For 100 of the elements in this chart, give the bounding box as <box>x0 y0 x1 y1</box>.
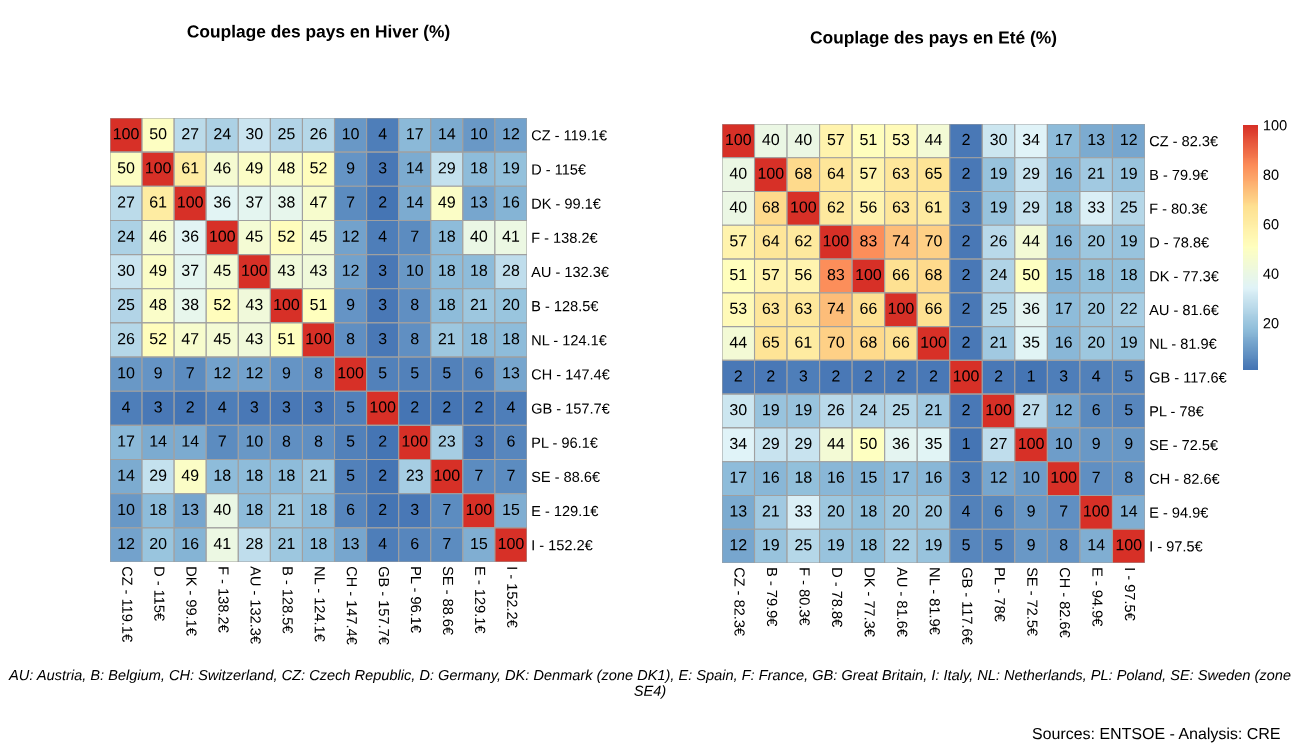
data-label: 2 <box>379 469 387 481</box>
data-label: 12 <box>990 471 1007 483</box>
x-tick-label: CH - 147.4€ <box>346 566 357 645</box>
data-label: 21 <box>925 404 942 416</box>
data-label: 15 <box>1055 269 1072 281</box>
data-label: 47 <box>181 333 199 345</box>
data-label: 27 <box>182 128 199 140</box>
color-bar-label: 100 <box>1263 120 1287 131</box>
data-label: 50 <box>117 162 135 174</box>
data-label: 18 <box>439 264 455 276</box>
data-label: 6 <box>411 537 419 550</box>
data-label: 8 <box>282 435 291 447</box>
data-label: 45 <box>245 230 263 242</box>
data-label: 18 <box>795 471 812 483</box>
y-tick-label: AU - 81.6€ <box>1149 304 1219 316</box>
data-label: 47 <box>309 196 327 208</box>
data-label: 7 <box>475 469 483 481</box>
data-label: 45 <box>309 230 327 242</box>
data-label: 16 <box>503 196 520 208</box>
data-label: 9 <box>346 162 355 174</box>
x-tick-label: PL - 96.1€ <box>410 567 422 633</box>
data-label: 70 <box>827 336 845 348</box>
data-label: 12 <box>1121 133 1137 146</box>
data-label: 2 <box>962 302 970 314</box>
data-label: 3 <box>314 401 323 413</box>
data-label: 100 <box>113 128 139 140</box>
data-label: 43 <box>245 298 263 311</box>
y-tick-label: D - 115€ <box>532 164 586 175</box>
y-tick-label: B - 79.9€ <box>1150 169 1209 181</box>
data-label: 2 <box>962 235 970 247</box>
chart-title: Couplage des pays en Eté (%) <box>810 30 1057 48</box>
data-label: 15 <box>503 503 520 516</box>
data-label: 52 <box>278 230 295 242</box>
data-label: 100 <box>274 298 300 311</box>
data-label: 18 <box>471 162 488 174</box>
chart-title: Couplage des pays en Hiver (%) <box>187 24 450 42</box>
data-label: 10 <box>471 128 488 140</box>
data-label: 100 <box>178 196 203 208</box>
data-label: 100 <box>953 370 979 382</box>
data-label: 74 <box>892 235 910 247</box>
data-label: 19 <box>1121 235 1137 247</box>
data-label: 5 <box>346 401 355 413</box>
data-label: 41 <box>502 230 520 242</box>
data-label: 68 <box>860 336 877 348</box>
y-tick-label: CH - 147.4€ <box>531 369 610 380</box>
data-label: 61 <box>150 196 167 208</box>
x-tick-label: NL - 81.9€ <box>929 568 940 635</box>
x-tick-label: D - 78.8€ <box>831 568 843 627</box>
data-label: 10 <box>118 367 135 379</box>
data-label: 19 <box>990 167 1007 179</box>
data-label: 16 <box>1055 336 1072 348</box>
data-label: 37 <box>246 196 263 208</box>
data-label: 1 <box>962 437 970 449</box>
data-label: 9 <box>1092 437 1100 450</box>
data-label: 63 <box>762 302 779 315</box>
data-label: 12 <box>214 367 231 379</box>
data-label: 14 <box>150 435 167 447</box>
data-label: 21 <box>1088 167 1105 179</box>
data-label: 26 <box>310 128 327 140</box>
data-label: 21 <box>470 298 487 310</box>
data-label: 56 <box>860 201 877 213</box>
data-label: 2 <box>379 435 387 447</box>
data-label: 44 <box>924 134 942 146</box>
data-label: 100 <box>791 201 817 213</box>
x-tick-label: CH - 82.6€ <box>1059 567 1071 638</box>
data-label: 14 <box>118 469 135 481</box>
y-tick-label: F - 80.3€ <box>1150 203 1208 214</box>
data-label: 2 <box>962 167 970 179</box>
data-label: 8 <box>1124 471 1133 483</box>
data-label: 2 <box>379 503 387 515</box>
data-label: 50 <box>1022 268 1040 281</box>
data-label: 8 <box>346 332 355 345</box>
data-label: 18 <box>471 264 488 276</box>
data-label: 26 <box>827 404 845 416</box>
data-label: 44 <box>827 437 845 449</box>
x-tick-label: B - 128.5€ <box>282 567 293 634</box>
data-label: 4 <box>218 401 227 413</box>
data-label: 12 <box>342 264 359 276</box>
data-label: 100 <box>1084 505 1109 517</box>
data-label: 12 <box>246 367 263 379</box>
data-label: 3 <box>962 201 970 213</box>
data-label: 29 <box>1023 167 1040 179</box>
data-label: 100 <box>402 435 428 447</box>
y-tick-label: I - 152.2€ <box>532 540 593 551</box>
data-label: 19 <box>503 162 520 174</box>
data-label: 2 <box>832 370 840 382</box>
data-label: 28 <box>502 264 520 276</box>
data-label: 2 <box>379 196 387 208</box>
data-label: 49 <box>181 469 199 481</box>
data-label: 5 <box>962 539 970 551</box>
data-label: 7 <box>1092 471 1100 483</box>
data-label: 30 <box>730 404 747 416</box>
data-label: 53 <box>892 133 910 146</box>
data-label: 3 <box>378 162 387 174</box>
data-label: 10 <box>407 264 423 276</box>
data-label: 57 <box>860 167 877 179</box>
data-label: 43 <box>309 264 327 276</box>
data-label: 100 <box>986 404 1012 416</box>
data-label: 46 <box>149 230 167 242</box>
data-label: 52 <box>214 298 231 311</box>
